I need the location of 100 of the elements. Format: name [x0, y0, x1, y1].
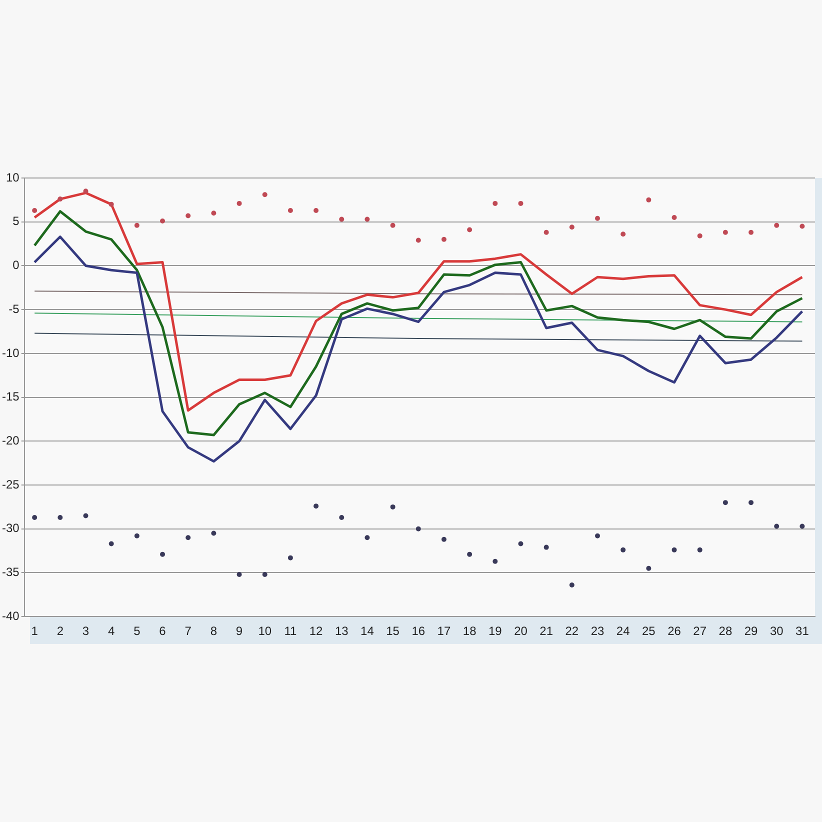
- x-tick-label: 2: [56, 624, 64, 638]
- point: [492, 558, 498, 564]
- point: [83, 513, 88, 518]
- y-tick-label: -25: [2, 477, 20, 492]
- x-tick-label: 16: [412, 624, 426, 638]
- y-tick-label: 0: [12, 258, 20, 272]
- point: [697, 547, 702, 552]
- point: [800, 224, 805, 229]
- point: [774, 524, 780, 529]
- point: [211, 530, 216, 536]
- y-tick-label: -30: [2, 521, 20, 536]
- point: [364, 535, 370, 540]
- point: [58, 196, 63, 202]
- point: [492, 200, 498, 206]
- y-tick-label: -40: [2, 608, 20, 623]
- x-tick-label: 4: [108, 624, 115, 638]
- x-tick-label: 6: [159, 624, 166, 638]
- x-tick-label: 18: [462, 624, 477, 638]
- point: [390, 504, 396, 510]
- point: [160, 552, 166, 557]
- point: [339, 216, 344, 222]
- point: [467, 552, 472, 557]
- point: [339, 514, 344, 520]
- x-tick-label: 22: [565, 624, 579, 638]
- point: [108, 202, 114, 207]
- point: [595, 533, 600, 538]
- point: [32, 208, 38, 213]
- x-tick-label: 12: [309, 624, 324, 638]
- point: [722, 230, 728, 235]
- y-tick-label: -15: [2, 390, 20, 404]
- x-tick-label: 20: [514, 624, 528, 638]
- point: [108, 541, 114, 546]
- point: [544, 230, 549, 235]
- point: [569, 224, 574, 230]
- point: [646, 197, 652, 202]
- point: [364, 216, 370, 222]
- x-tick-label: 17: [437, 624, 451, 638]
- y-tick-label: 10: [6, 170, 20, 184]
- point: [390, 222, 396, 228]
- x-tick-label: 13: [334, 624, 349, 638]
- x-tick-label: 25: [642, 624, 656, 638]
- point: [236, 200, 242, 206]
- y-tick-label: -5: [8, 302, 20, 316]
- point: [441, 536, 446, 542]
- point: [186, 213, 191, 218]
- point: [544, 544, 549, 550]
- y-tick-label: -20: [2, 433, 20, 448]
- point: [416, 526, 421, 532]
- point: [800, 524, 805, 529]
- point: [441, 236, 446, 242]
- point: [672, 214, 677, 220]
- point: [416, 238, 421, 243]
- point: [262, 572, 268, 577]
- point: [211, 210, 216, 216]
- point: [134, 222, 140, 228]
- point: [620, 232, 626, 237]
- point: [186, 535, 191, 540]
- point: [774, 222, 780, 228]
- x-tick-label: 10: [258, 624, 272, 638]
- point: [83, 188, 88, 194]
- point: [672, 547, 677, 552]
- point: [236, 572, 242, 577]
- point: [314, 504, 319, 509]
- y-tick-label: -10: [2, 346, 20, 360]
- x-tick-label: 9: [236, 624, 243, 638]
- x-tick-label: 8: [210, 624, 218, 638]
- point: [646, 566, 652, 571]
- point: [32, 514, 38, 520]
- x-tick-label: 26: [668, 624, 682, 638]
- point: [518, 541, 524, 546]
- point: [160, 218, 166, 224]
- point: [748, 500, 754, 506]
- point: [569, 582, 574, 588]
- x-tick-label: 30: [770, 624, 784, 638]
- point: [518, 200, 524, 206]
- x-tick-label: 5: [134, 624, 141, 638]
- point: [467, 227, 472, 232]
- x-tick-label: 3: [82, 624, 90, 638]
- x-tick-label: 14: [360, 624, 374, 638]
- x-tick-label: 31: [796, 624, 810, 638]
- point: [58, 514, 63, 520]
- point: [620, 547, 626, 552]
- x-tick-label: 28: [718, 624, 732, 638]
- x-tick-label: 15: [386, 624, 400, 638]
- x-tick-label: 23: [590, 624, 604, 638]
- point: [314, 208, 319, 213]
- x-tick-label: 11: [284, 624, 298, 638]
- point: [748, 230, 754, 235]
- point: [134, 533, 140, 538]
- x-tick-label: 24: [616, 624, 630, 638]
- x-tick-label: 7: [184, 624, 192, 638]
- x-tick-label: 27: [693, 624, 707, 638]
- point: [595, 216, 600, 221]
- point: [697, 233, 702, 238]
- x-tick-label: 1: [31, 624, 38, 638]
- x-tick-label: 21: [540, 624, 554, 638]
- point: [722, 500, 728, 506]
- y-tick-label: 5: [12, 214, 20, 228]
- x-tick-label: 19: [488, 624, 502, 638]
- point: [262, 192, 268, 198]
